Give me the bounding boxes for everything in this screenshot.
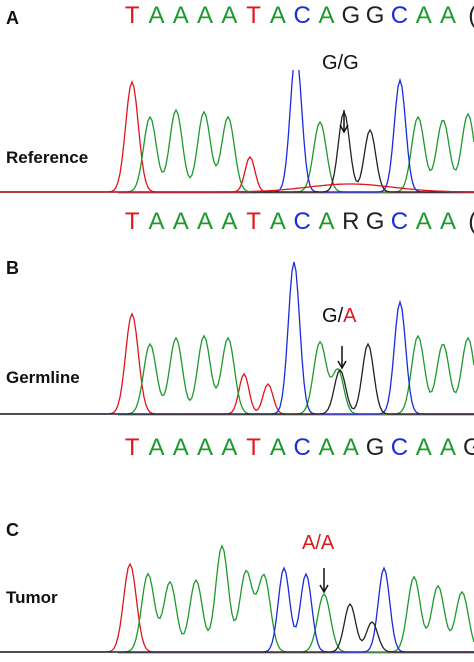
chromatogram-germline bbox=[0, 261, 474, 416]
trace-b-trace-T bbox=[0, 312, 474, 415]
panel-letter-b: B bbox=[6, 258, 19, 278]
seq-a-bottom-base-14: ( bbox=[460, 208, 474, 236]
seq-a-top-base-0: T bbox=[124, 2, 140, 29]
seq-a-bottom-base-1: A bbox=[148, 208, 165, 235]
seq-b-bottom-base-5: T bbox=[246, 434, 261, 461]
seq-a-bottom-base-4: A bbox=[221, 208, 238, 235]
genotype-reference: G/G bbox=[322, 52, 359, 75]
trace-b-trace-G bbox=[0, 342, 474, 415]
trace-a-trace-C bbox=[0, 70, 474, 193]
trace-c-trace-A bbox=[0, 544, 474, 653]
seq-b-bottom-base-6: A bbox=[269, 434, 286, 461]
seq-b-bottom-base-13: A bbox=[440, 434, 457, 461]
chromatogram-reference bbox=[0, 70, 474, 194]
seq-a-bottom-base-3: A bbox=[197, 208, 214, 235]
seq-a-top-base-5: T bbox=[246, 2, 261, 29]
genotype-germline-sep: / bbox=[337, 305, 344, 327]
seq-b-bottom-base-0: T bbox=[124, 434, 140, 461]
sample-label-reference: Reference bbox=[6, 148, 89, 167]
sample-label-tumor: Tumor bbox=[6, 588, 58, 607]
seq-b-bottom-base-12: A bbox=[415, 434, 432, 461]
seq-b-bottom-base-3: A bbox=[197, 434, 214, 461]
seq-b-bottom-base-1: A bbox=[148, 434, 165, 461]
seq-a-top-base-6: A bbox=[269, 2, 286, 29]
seq-a-bottom-base-8: A bbox=[318, 208, 335, 235]
seq-a-top-base-13: A bbox=[440, 2, 457, 29]
chromatogram-tumor bbox=[0, 544, 474, 654]
trace-c-trace-G bbox=[0, 602, 474, 653]
seq-a-top-base-12: A bbox=[415, 2, 432, 29]
seq-b-bottom-base-9: A bbox=[342, 434, 359, 461]
genotype-tumor: A/A bbox=[302, 532, 334, 555]
seq-a-top-base-7: C bbox=[293, 2, 311, 29]
genotype-tumor-text: A/A bbox=[302, 532, 335, 554]
genotype-text-a: G/G bbox=[322, 52, 359, 74]
seq-a-top-base-10: G bbox=[365, 2, 385, 29]
trace-a-trace-bg bbox=[0, 183, 474, 193]
panel-letter-c: C bbox=[6, 520, 19, 540]
seq-a-bottom-base-2: A bbox=[172, 208, 189, 235]
seq-a-bottom-base-5: T bbox=[246, 208, 261, 235]
seq-a-bottom-base-12: A bbox=[415, 208, 432, 235]
trace-c-arrowhead bbox=[319, 584, 329, 594]
seq-a-bottom-base-9: R bbox=[342, 208, 360, 235]
sample-label-germline: Germline bbox=[6, 368, 80, 387]
genotype-germline-left: G bbox=[322, 305, 338, 327]
seq-b-bottom-base-2: A bbox=[172, 434, 189, 461]
trace-c-trace-T bbox=[0, 562, 474, 653]
seq-a-bottom-base-13: A bbox=[440, 208, 457, 235]
trace-c-trace-C bbox=[0, 566, 474, 653]
seq-a-top-base-2: A bbox=[172, 2, 189, 29]
seq-a-top-base-4: A bbox=[221, 2, 238, 29]
seq-a-top-base-3: A bbox=[197, 2, 214, 29]
seq-a-top-base-9: G bbox=[341, 2, 361, 29]
trace-b-arrowhead bbox=[337, 360, 347, 370]
trace-b-trace-C bbox=[0, 261, 474, 415]
seq-a-bottom-base-7: C bbox=[293, 208, 311, 235]
seq-a-top-base-1: A bbox=[148, 2, 165, 29]
seq-a-bottom-base-6: A bbox=[269, 208, 286, 235]
seq-a-bottom-base-10: G bbox=[365, 208, 385, 235]
trace-a-arrowhead bbox=[339, 124, 349, 134]
seq-a-bottom-base-11: C bbox=[390, 208, 409, 235]
seq-a-bottom-base-0: T bbox=[124, 208, 140, 235]
seq-a-top-base-14: ( bbox=[460, 2, 474, 30]
genotype-germline-right: A bbox=[343, 305, 357, 327]
seq-a-top-base-11: C bbox=[390, 2, 409, 29]
seq-b-bottom-base-4: A bbox=[221, 434, 238, 461]
seq-b-bottom-base-10: G bbox=[365, 434, 385, 461]
seq-b-bottom-base-11: C bbox=[390, 434, 409, 461]
seq-b-bottom-base-8: A bbox=[318, 434, 335, 461]
seq-a-top-base-8: A bbox=[318, 2, 335, 29]
seq-b-bottom-base-7: C bbox=[293, 434, 311, 461]
seq-b-bottom-base-14: G bbox=[462, 434, 474, 461]
genotype-germline: G/A bbox=[322, 305, 356, 328]
panel-letter-a: A bbox=[6, 8, 19, 28]
panel-tumor: C A/A Tumor bbox=[0, 490, 474, 662]
